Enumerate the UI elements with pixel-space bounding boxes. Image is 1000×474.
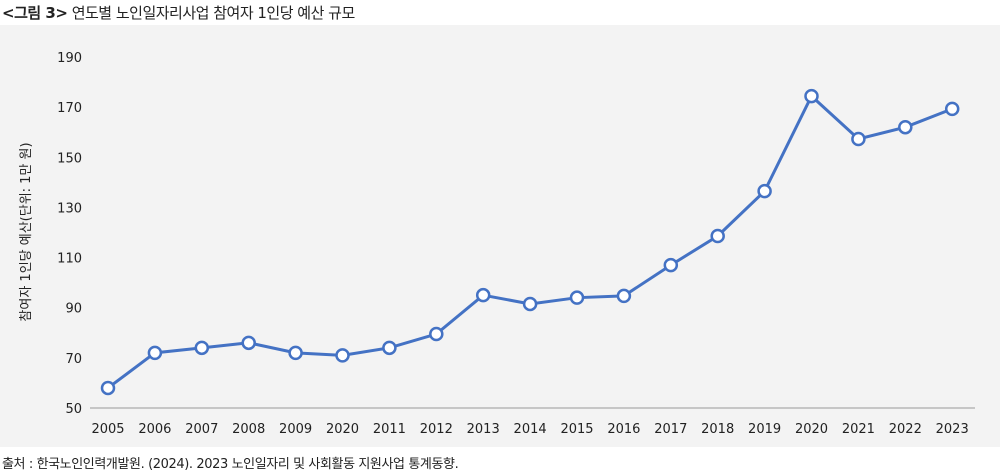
x-tick-label: 2015 — [560, 422, 593, 437]
x-tick-label: 2020 — [795, 422, 828, 437]
x-tick-label: 2020 — [326, 422, 359, 437]
x-tick-label: 2006 — [138, 422, 171, 437]
data-point — [757, 183, 772, 199]
x-tick-label: 2011 — [373, 422, 406, 437]
chart-panel — [0, 25, 1000, 447]
x-tick-label: 2017 — [654, 422, 687, 437]
x-tick-label: 2018 — [701, 422, 734, 437]
data-point — [241, 335, 256, 351]
y-axis-label: 참여자 1인당 예산(단위: 1만 원) — [19, 142, 34, 321]
x-tick-label: 2014 — [514, 422, 547, 437]
x-tick-label: 2023 — [936, 422, 969, 437]
figure-title-text: 연도별 노인일자리사업 참여자 1인당 예산 규모 — [71, 4, 356, 22]
data-point — [569, 290, 585, 305]
data-point — [616, 288, 632, 304]
data-point — [429, 326, 444, 342]
data-point — [100, 380, 116, 396]
y-tick-label: 190 — [57, 51, 82, 66]
y-tick-label: 150 — [57, 151, 82, 166]
source-note: 출처 : 한국노인인력개발원. (2024). 2023 노인일자리 및 사회활… — [2, 457, 459, 472]
data-point — [288, 345, 303, 361]
data-point — [194, 340, 210, 356]
data-point — [382, 340, 397, 356]
y-tick-label: 90 — [65, 302, 82, 317]
data-point — [335, 348, 350, 363]
data-point — [475, 287, 491, 303]
data-point — [710, 228, 725, 244]
y-tick-label: 110 — [57, 252, 82, 267]
data-point — [804, 88, 819, 104]
data-point — [522, 296, 538, 312]
data-point — [663, 257, 679, 273]
y-tick-label: 170 — [57, 101, 82, 116]
x-tick-label: 2007 — [185, 422, 218, 437]
y-tick-label: 70 — [65, 352, 82, 367]
data-point — [898, 119, 913, 135]
data-point — [851, 131, 866, 147]
x-tick-label: 2019 — [748, 422, 781, 437]
y-tick-label: 130 — [57, 201, 82, 216]
figure-title: <그림 3> 연도별 노인일자리사업 참여자 1인당 예산 규모 — [2, 2, 355, 23]
y-tick-label: 50 — [65, 402, 82, 417]
x-tick-label: 2013 — [467, 422, 500, 437]
series-line — [107, 93, 953, 390]
x-tick-label: 2021 — [842, 422, 875, 437]
figure-number: <그림 3> — [2, 4, 68, 22]
x-tick-label: 2008 — [232, 422, 265, 437]
x-tick-label: 2012 — [420, 422, 453, 437]
x-tick-label: 2016 — [607, 422, 640, 437]
data-point — [944, 101, 960, 117]
x-tick-label: 2005 — [91, 422, 124, 437]
data-point — [147, 345, 163, 361]
x-tick-label: 2022 — [889, 422, 922, 437]
x-tick-label: 2009 — [279, 422, 312, 437]
